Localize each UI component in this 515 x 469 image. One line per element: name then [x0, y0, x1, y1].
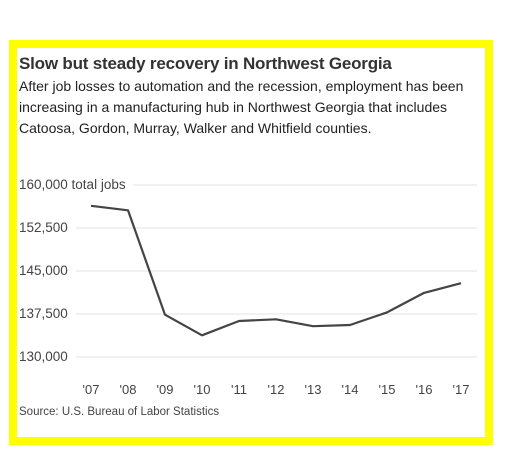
x-tick-label: '12 [268, 382, 285, 397]
series-lines [90, 204, 462, 337]
source-note: Source: U.S. Bureau of Labor Statistics [19, 406, 220, 418]
x-tick-label: '16 [416, 382, 433, 397]
x-tick-label: '14 [342, 382, 359, 397]
y-tick-label: 137,500 [19, 306, 68, 321]
y-axis-ticks: 160,000 total jobs 152,500 145,000 137,500 1… [19, 177, 126, 364]
chart-subtitle: After job losses to automation and the r… [19, 78, 464, 136]
x-tick-label: '13 [305, 382, 322, 397]
y-tick-label: 130,000 [19, 349, 68, 364]
x-tick-label: '08 [120, 382, 137, 397]
chart-card: Slow but steady recovery in Northwest Ge… [9, 40, 493, 445]
x-tick-label: '07 [83, 382, 100, 397]
x-tick-label: '10 [194, 382, 211, 397]
x-tick-label: '09 [157, 382, 174, 397]
x-tick-label: '15 [379, 382, 396, 397]
y-tick-label: 160,000 total jobs [19, 177, 126, 192]
grid-lines [75, 184, 477, 358]
chart-title: Slow but steady recovery in Northwest Ge… [19, 54, 392, 73]
series-line [90, 204, 462, 337]
y-tick-label: 145,000 [19, 263, 68, 278]
line-chart: 160,000 total jobs 152,500 145,000 137,500 1… [19, 177, 477, 397]
x-axis-ticks: '07 '08 '09 '10 '11 '12 '13 '14 '15 '16 '17 [83, 382, 470, 397]
x-tick-label: '17 [453, 382, 470, 397]
y-tick-label: 152,500 [19, 220, 68, 235]
x-tick-label: '11 [231, 382, 247, 397]
